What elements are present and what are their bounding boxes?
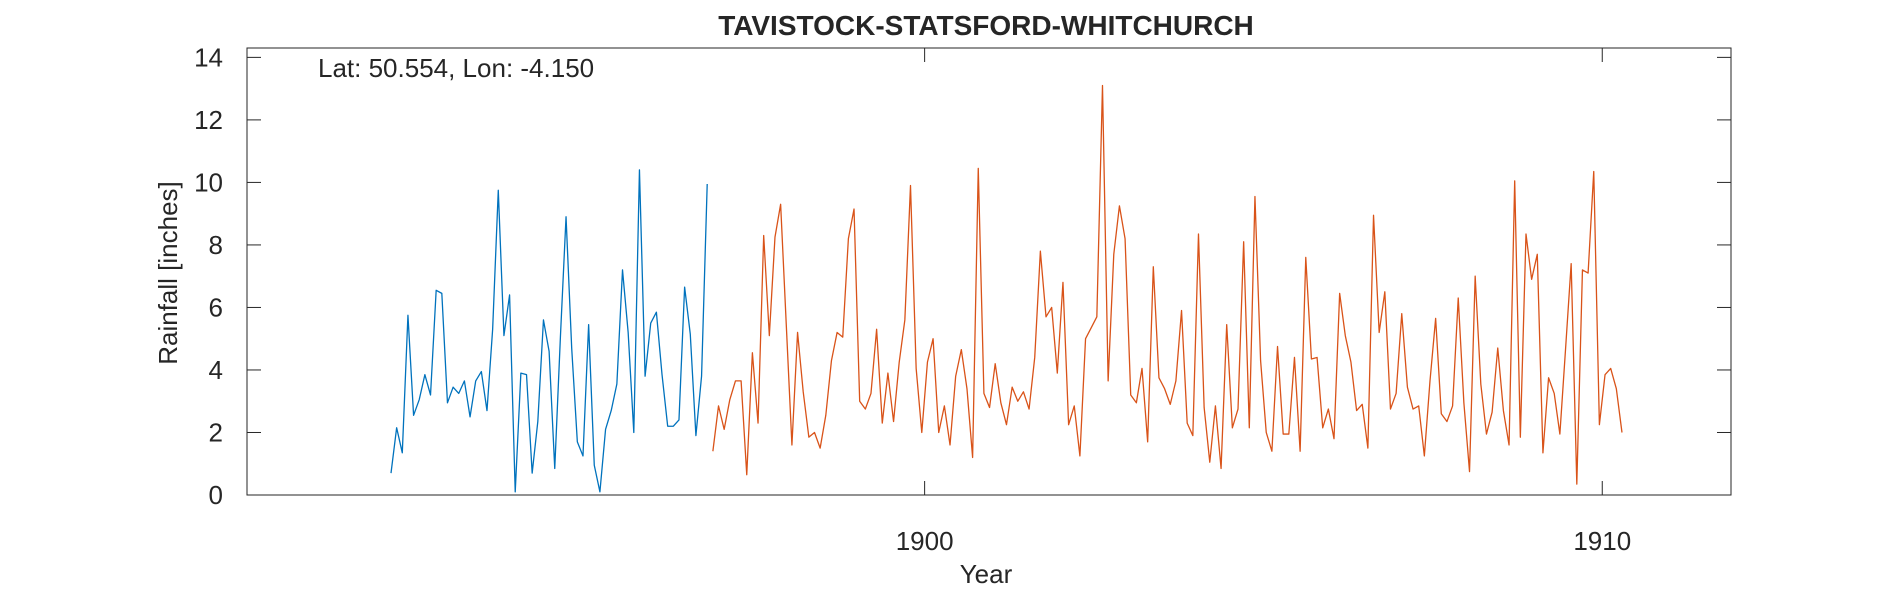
y-tick-label: 6 <box>209 292 223 322</box>
y-tick-label: 12 <box>194 105 223 135</box>
axis-ticks <box>247 48 1731 496</box>
y-tick-label: 2 <box>209 417 223 447</box>
series-line-2 <box>712 84 1623 485</box>
x-axis-label: Year <box>960 559 1013 589</box>
y-tick-label: 8 <box>209 230 223 260</box>
series-group <box>390 84 1623 493</box>
series-line-1 <box>390 169 708 493</box>
y-tick-label: 4 <box>209 355 223 385</box>
annotation-lat-lon: Lat: 50.554, Lon: -4.150 <box>318 53 594 83</box>
plot-area <box>246 47 1732 496</box>
y-axis-label: Rainfall [inches] <box>153 181 183 365</box>
x-tick-label: 1910 <box>1573 526 1631 556</box>
chart-title: TAVISTOCK-STATSFORD-WHITCHURCH <box>718 10 1254 41</box>
y-tick-label: 0 <box>209 480 223 510</box>
tick-labels: 0 2 4 6 8 10 12 14 1900 1910 <box>194 42 1631 556</box>
y-tick-label: 14 <box>194 42 223 72</box>
x-tick-label: 1900 <box>896 526 954 556</box>
y-tick-label: 10 <box>194 167 223 197</box>
